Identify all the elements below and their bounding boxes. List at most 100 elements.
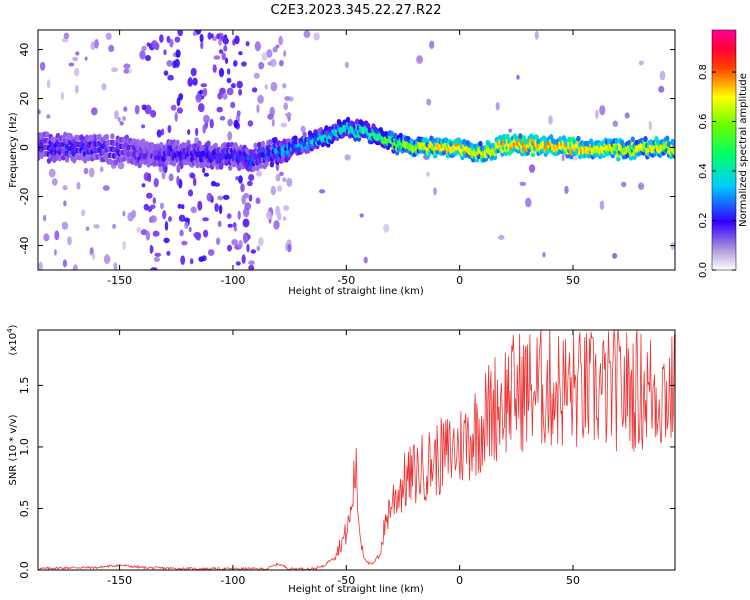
spectrogram-speckle xyxy=(227,223,233,228)
spectrogram-speckle xyxy=(190,67,197,77)
snr-frame xyxy=(37,329,676,571)
spectrogram-ridge-point xyxy=(213,142,218,149)
spectrogram-speckle xyxy=(612,252,618,259)
spectrogram-ridge-point xyxy=(264,161,269,167)
spectrogram-speckle xyxy=(638,182,645,190)
colorbar-ticks: 0.0 0.2 0.4 0.6 0.8 xyxy=(698,64,736,278)
spectrogram-speckle xyxy=(181,204,185,210)
colorbar-tick-label: 0.0 xyxy=(698,262,709,278)
x-tick-label: 50 xyxy=(566,274,580,287)
spectrogram-speckle xyxy=(195,127,199,137)
spectrogram-speckle xyxy=(230,101,236,109)
spectrogram-speckle xyxy=(219,116,226,121)
spectrogram-speckle xyxy=(103,254,111,265)
spectrogram-speckle xyxy=(149,244,153,254)
spectrogram-ridge-point xyxy=(228,164,233,171)
spectrogram-speckle xyxy=(177,203,182,209)
spectrogram-ridge-point xyxy=(64,156,70,163)
spectrogram-speckle xyxy=(187,129,191,136)
spectrogram-ridge-point xyxy=(324,125,329,132)
spectrogram-speckle xyxy=(238,51,243,56)
spectrogram-speckle xyxy=(383,223,390,233)
spectrogram-speckle xyxy=(167,74,174,81)
spectrogram-speckle xyxy=(159,34,164,43)
spectrogram-speckle xyxy=(198,256,204,263)
spectrogram-speckle xyxy=(62,185,68,191)
spectrogram-speckle xyxy=(140,229,148,236)
spectrogram-speckle xyxy=(217,92,223,100)
spectrogram-speckle xyxy=(359,213,364,218)
spectrogram-speckle xyxy=(139,50,146,60)
spectrogram-speckle xyxy=(60,91,65,101)
spectrogram-frame xyxy=(37,29,676,271)
spectrogram-speckle xyxy=(108,44,115,53)
spectrogram-ridge-point xyxy=(534,134,539,141)
y-tick-label: 20 xyxy=(18,92,31,106)
spectrogram-speckle xyxy=(218,38,222,46)
spectrogram-speckle xyxy=(275,205,280,213)
spectrogram-speckle xyxy=(93,224,100,229)
spectrogram-speckle xyxy=(164,221,169,231)
spectrogram-ridge-point xyxy=(541,135,547,142)
colorbar-tick-label: 0.2 xyxy=(698,213,709,229)
spectrogram-speckle xyxy=(194,232,202,240)
spectrogram-speckle xyxy=(160,202,164,210)
y-tick-label: 1.0 xyxy=(18,438,31,456)
spectrogram-speckle xyxy=(270,185,276,196)
spectrogram-speckle xyxy=(43,233,50,242)
spectrogram-speckle xyxy=(621,181,627,188)
spectrogram-speckle xyxy=(238,175,243,184)
spectrogram-speckle xyxy=(283,205,290,211)
spectrogram-ridge-point xyxy=(389,130,394,137)
spectrogram-speckle xyxy=(112,223,117,229)
spectrogram-speckle xyxy=(218,49,224,54)
x-tick-label: -100 xyxy=(220,274,245,287)
spectrogram-speckle xyxy=(131,209,137,219)
spectrogram-speckle xyxy=(206,192,213,202)
spectrogram-speckle xyxy=(303,30,311,38)
spectrogram-speckle xyxy=(534,30,539,40)
spectrogram-speckle xyxy=(184,221,189,230)
y-tick-label: -20 xyxy=(18,188,31,206)
spectrogram-speckle xyxy=(141,124,146,129)
spectrogram-speckle xyxy=(123,63,131,69)
spectrogram-speckle xyxy=(230,83,236,89)
spectrogram-speckle xyxy=(53,249,57,256)
spectrogram-speckle xyxy=(599,105,606,116)
spectrogram-speckle xyxy=(88,167,95,178)
spectrogram-speckle xyxy=(599,200,605,210)
spectrogram-speckle xyxy=(163,49,167,56)
spectrogram-speckle xyxy=(226,87,234,96)
spectrogram-speckle xyxy=(117,117,121,122)
spectrogram-speckle xyxy=(172,60,177,69)
spectrogram-speckle xyxy=(151,40,158,49)
spectrogram-speckle xyxy=(222,194,230,200)
spectrogram-ridge-point xyxy=(206,140,211,147)
spectrogram-speckle xyxy=(264,84,268,90)
spectrogram-speckle xyxy=(158,165,164,173)
spectrogram-ridge-point xyxy=(46,157,52,164)
spectrogram-speckle xyxy=(223,45,228,52)
snr-panel: -150 -100 -50 0 50 0.0 0.5 1.0 1.5 Height of str… xyxy=(6,324,676,595)
spectrogram-speckle xyxy=(180,255,186,265)
spectrogram-speckle xyxy=(203,114,210,124)
spectrogram-speckle xyxy=(245,41,250,47)
spectrogram-speckle xyxy=(237,210,241,220)
spectrogram-speckle xyxy=(72,56,79,62)
spectrogram-ridge-point xyxy=(44,131,50,138)
spectrogram-speckle xyxy=(163,70,169,76)
spectrogram-speckle xyxy=(141,183,146,188)
spectrogram-speckle xyxy=(163,237,170,244)
spectrogram-speckle xyxy=(254,41,261,52)
spectrogram-ridge-point xyxy=(567,136,572,143)
spectrogram-speckle xyxy=(216,33,220,39)
spectrogram-speckle xyxy=(188,76,193,87)
spectrogram-speckle xyxy=(119,121,124,126)
colorbar-tick-label: 0.4 xyxy=(698,163,709,179)
spectrogram-speckle xyxy=(83,167,89,175)
spectrogram-speckle xyxy=(253,72,260,79)
spectrogram-speckle xyxy=(266,211,272,220)
spectrogram-ridge-point xyxy=(226,142,231,148)
spectrogram-speckle xyxy=(46,79,51,89)
spectrogram-speckle xyxy=(233,119,239,129)
